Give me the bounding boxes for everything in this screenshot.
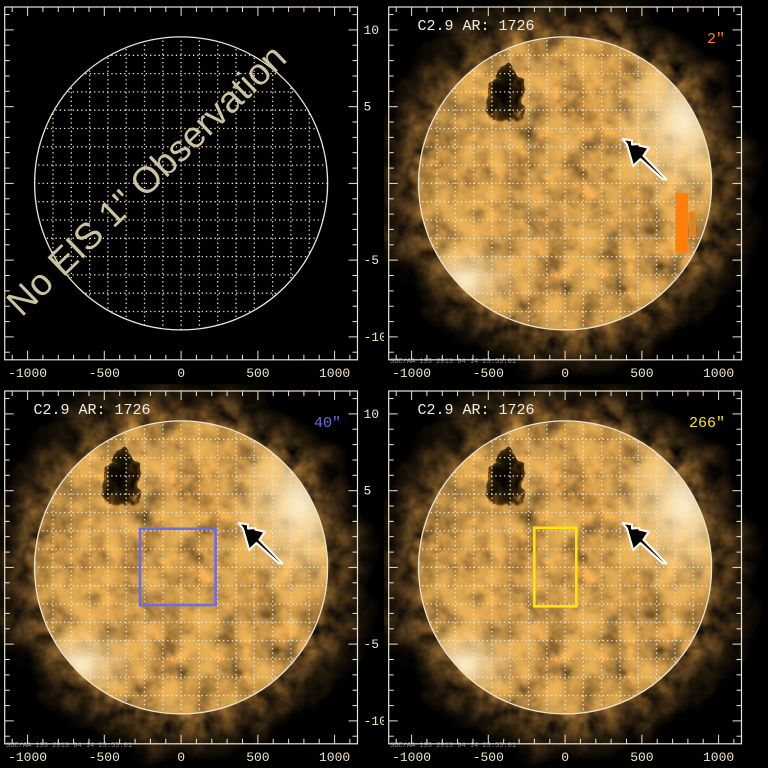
svg-text:-500: -500 — [473, 750, 504, 765]
svg-text:266": 266" — [689, 415, 725, 432]
svg-text:40": 40" — [314, 415, 341, 432]
svg-text:500: 500 — [246, 366, 269, 381]
svg-text:500: 500 — [246, 750, 269, 765]
svg-text:1000: 1000 — [703, 366, 734, 381]
svg-text:-5: -5 — [364, 637, 380, 652]
svg-text:C2.9 AR: 1726: C2.9 AR: 1726 — [34, 402, 151, 419]
svg-text:10: 10 — [364, 407, 380, 422]
svg-text:-500: -500 — [89, 366, 120, 381]
svg-text:5: 5 — [364, 484, 372, 499]
svg-text:-10: -10 — [364, 714, 385, 729]
svg-text:-1000: -1000 — [392, 366, 431, 381]
svg-text:500: 500 — [630, 366, 653, 381]
svg-text:0: 0 — [177, 366, 185, 381]
svg-text:0: 0 — [177, 750, 185, 765]
svg-text:C2.9 AR: 1726: C2.9 AR: 1726 — [418, 18, 535, 35]
svg-text:2": 2" — [707, 31, 725, 48]
svg-text:-5: -5 — [364, 253, 380, 268]
svg-text:10: 10 — [364, 23, 380, 38]
svg-text:-10: -10 — [364, 330, 385, 345]
svg-text:500: 500 — [630, 750, 653, 765]
svg-text:1000: 1000 — [319, 366, 350, 381]
svg-text:-1000: -1000 — [8, 750, 47, 765]
svg-text:C2.9 AR: 1726: C2.9 AR: 1726 — [418, 402, 535, 419]
svg-text:-1000: -1000 — [8, 366, 47, 381]
svg-text:-500: -500 — [89, 750, 120, 765]
svg-text:0: 0 — [561, 366, 569, 381]
svg-text:5: 5 — [364, 100, 372, 115]
svg-text:1000: 1000 — [319, 750, 350, 765]
svg-text:1000: 1000 — [703, 750, 734, 765]
svg-text:-500: -500 — [473, 366, 504, 381]
svg-text:-1000: -1000 — [392, 750, 431, 765]
svg-text:0: 0 — [561, 750, 569, 765]
